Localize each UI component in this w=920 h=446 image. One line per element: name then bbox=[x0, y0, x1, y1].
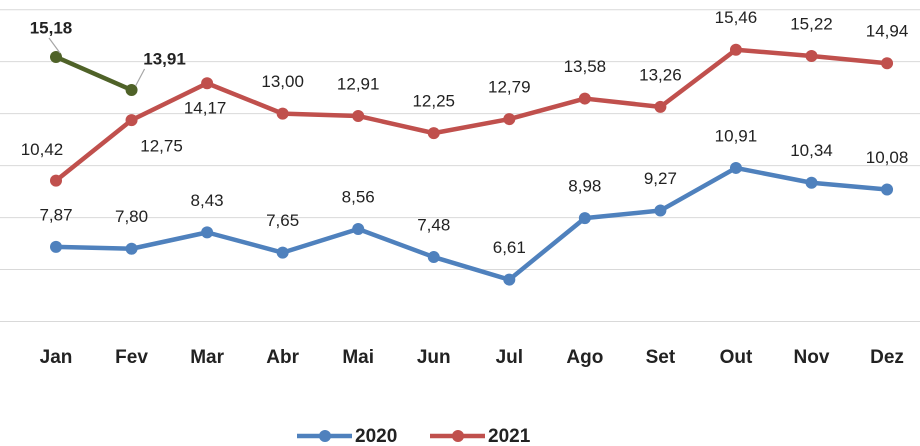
x-tick-label: Jun bbox=[417, 347, 451, 368]
point bbox=[50, 50, 62, 63]
point bbox=[881, 57, 894, 70]
x-tick-label: Set bbox=[646, 347, 676, 368]
x-tick-label: Out bbox=[720, 347, 753, 368]
data-label: 10,34 bbox=[790, 141, 833, 160]
point bbox=[881, 183, 894, 196]
x-tick-label: Mar bbox=[190, 347, 224, 368]
point bbox=[503, 273, 516, 286]
series-line bbox=[55, 54, 133, 93]
data-label: 12,79 bbox=[488, 78, 531, 97]
data-label: 13,91 bbox=[143, 49, 186, 68]
data-label: 12,25 bbox=[412, 92, 455, 111]
data-label: 15,22 bbox=[790, 14, 833, 33]
leader-line bbox=[48, 37, 61, 54]
point bbox=[805, 176, 818, 189]
point bbox=[276, 107, 289, 120]
x-tick-label: Abr bbox=[266, 347, 299, 368]
legend-marker bbox=[452, 430, 464, 442]
data-label: 14,94 bbox=[866, 22, 909, 41]
data-label: 8,43 bbox=[191, 191, 224, 210]
data-label: 10,08 bbox=[866, 148, 909, 167]
point bbox=[50, 240, 62, 253]
point bbox=[125, 83, 138, 96]
point bbox=[352, 109, 365, 122]
legend-label: 2021 bbox=[488, 426, 531, 446]
point bbox=[654, 100, 667, 113]
series-line bbox=[54, 47, 888, 183]
point bbox=[427, 127, 440, 140]
point bbox=[125, 114, 138, 127]
data-label: 9,27 bbox=[644, 169, 677, 188]
data-label: 10,91 bbox=[715, 126, 758, 145]
data-label: 7,48 bbox=[417, 216, 450, 235]
point bbox=[805, 49, 818, 62]
point bbox=[352, 222, 365, 235]
data-label: 14,17 bbox=[184, 99, 227, 118]
data-label: 7,87 bbox=[39, 205, 72, 224]
x-tick-label: Nov bbox=[794, 347, 830, 368]
leader-line bbox=[135, 68, 146, 87]
x-tick-label: Jul bbox=[496, 347, 523, 368]
point bbox=[276, 246, 289, 259]
data-label: 8,98 bbox=[568, 177, 601, 196]
point bbox=[201, 226, 214, 239]
point bbox=[729, 161, 742, 174]
point bbox=[654, 204, 667, 217]
x-tick-label: Jan bbox=[40, 347, 73, 368]
point bbox=[578, 92, 591, 105]
x-tick-label: Fev bbox=[115, 347, 148, 368]
data-label: 15,18 bbox=[30, 18, 73, 37]
data-label: 13,58 bbox=[564, 57, 607, 76]
x-tick-label: Dez bbox=[870, 347, 904, 368]
x-tick-label: Mai bbox=[342, 347, 374, 368]
point bbox=[578, 212, 591, 225]
point bbox=[729, 43, 742, 56]
data-label: 12,91 bbox=[337, 74, 380, 93]
data-label: 7,80 bbox=[115, 207, 148, 226]
data-label: 6,61 bbox=[493, 238, 526, 257]
data-label: 10,42 bbox=[21, 140, 64, 159]
point bbox=[427, 251, 440, 264]
series-line bbox=[55, 165, 888, 282]
data-label: 8,56 bbox=[342, 187, 375, 206]
legend-label: 2020 bbox=[355, 426, 397, 446]
data-label: 7,65 bbox=[266, 211, 299, 230]
data-label: 12,75 bbox=[140, 137, 183, 156]
point bbox=[125, 242, 138, 255]
data-label: 15,46 bbox=[715, 8, 758, 27]
legend-marker bbox=[319, 430, 331, 442]
x-tick-label: Ago bbox=[566, 347, 603, 368]
point bbox=[50, 174, 62, 187]
data-label: 13,00 bbox=[261, 72, 304, 91]
data-label: 13,26 bbox=[639, 65, 682, 84]
point bbox=[503, 113, 516, 126]
point bbox=[201, 77, 214, 90]
